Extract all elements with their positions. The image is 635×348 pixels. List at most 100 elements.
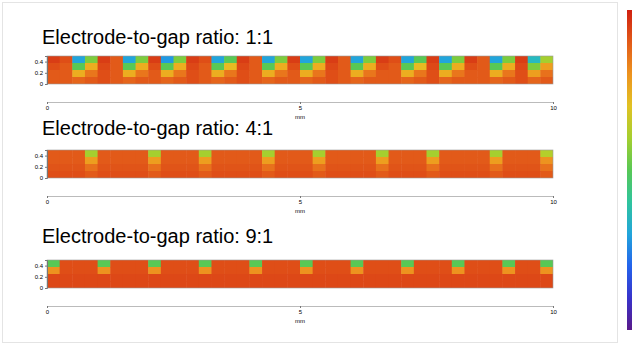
heatmap-cell	[224, 274, 237, 282]
heatmap-cell	[351, 63, 364, 71]
heatmap-cells	[47, 56, 553, 84]
heatmap-cell	[110, 63, 123, 71]
heatmap-cell	[477, 157, 490, 165]
heatmap-cell	[338, 260, 351, 268]
heatmap-cell	[249, 77, 262, 84]
heatmap-cell	[148, 274, 161, 282]
heatmap-cell	[186, 157, 199, 165]
heatmap-cell	[148, 150, 161, 158]
heatmap-cell	[540, 267, 553, 275]
heatmap-cell	[439, 281, 452, 288]
heatmap-cell	[237, 70, 250, 78]
heatmap-cell	[199, 164, 212, 172]
heatmap-cell	[161, 274, 174, 282]
heatmap-cell	[313, 281, 326, 288]
heatmap-cell	[313, 70, 326, 78]
heatmap-cell	[249, 63, 262, 71]
panel: Electrode-to-gap ratio: 9:100.20.40510mm	[35, 225, 558, 324]
heatmap-cell	[287, 267, 300, 275]
heatmap-cell	[85, 164, 98, 172]
heatmap-cell	[199, 150, 212, 158]
heatmap-cell	[262, 164, 275, 172]
heatmap-cell	[161, 56, 174, 64]
heatmap-cell	[452, 77, 465, 84]
heatmap-cell	[211, 70, 224, 78]
heatmap-cell	[47, 56, 60, 64]
heatmap-cell	[528, 171, 541, 178]
heatmap-cell	[136, 171, 149, 178]
heatmap-cell	[540, 77, 553, 84]
heatmap-cell	[186, 63, 199, 71]
y-tick-mark	[45, 167, 47, 168]
heatmap-cell	[211, 77, 224, 84]
heatmap-cell	[148, 63, 161, 71]
panel-title: Electrode-to-gap ratio: 1:1	[42, 26, 273, 48]
heatmap-cell	[47, 157, 60, 165]
heatmap-cell	[123, 150, 136, 158]
heatmap-cell	[414, 171, 427, 178]
heatmap-cell	[490, 63, 503, 71]
heatmap-cell	[300, 63, 313, 71]
heatmap-cell	[85, 171, 98, 178]
heatmap-cells	[47, 260, 553, 288]
color-bar	[627, 10, 632, 330]
y-tick: 0.4	[35, 263, 47, 269]
heatmap-cell	[376, 63, 389, 71]
x-tick-mark	[47, 306, 48, 308]
heatmap-cell	[148, 157, 161, 165]
y-tick: 0	[40, 285, 47, 291]
heatmap-cell	[47, 77, 60, 84]
heatmap-cell	[414, 150, 427, 158]
heatmap-cell	[60, 56, 73, 64]
heatmap-cell	[338, 70, 351, 78]
heatmap-cell	[401, 157, 414, 165]
heatmap-cell	[528, 274, 541, 282]
heatmap-cell	[110, 157, 123, 165]
heatmap-cell	[199, 274, 212, 282]
panel-title: Electrode-to-gap ratio: 4:1	[42, 117, 273, 139]
y-tick: 0.2	[35, 274, 47, 280]
heatmap-cell	[249, 164, 262, 172]
heatmap-cell	[199, 267, 212, 275]
heatmap-cell	[363, 281, 376, 288]
heatmap-cell	[515, 70, 528, 78]
x-tick-label: 5	[299, 309, 303, 315]
y-tick: 0.4	[35, 153, 47, 159]
heatmap-cell	[401, 274, 414, 282]
heatmap-cell	[439, 171, 452, 178]
heatmap-cell	[464, 281, 477, 288]
heatmap-cell	[161, 281, 174, 288]
y-axis-line	[45, 261, 48, 289]
heatmap-cell	[401, 56, 414, 64]
heatmap-cell	[351, 260, 364, 268]
y-tick-label: 0.2	[35, 164, 44, 170]
heatmap-cell	[477, 281, 490, 288]
heatmap-cell	[439, 77, 452, 84]
heatmap-cell	[414, 77, 427, 84]
heatmap-cell	[477, 150, 490, 158]
x-tick: 10	[550, 102, 557, 111]
y-tick-label: 0	[40, 285, 44, 291]
heatmap-cell	[287, 281, 300, 288]
heatmap-cell	[174, 77, 187, 84]
heatmap-cell	[502, 171, 515, 178]
heatmap-cell	[136, 150, 149, 158]
heatmap-cell	[47, 267, 60, 275]
heatmap-cell	[313, 77, 326, 84]
heatmap-cell	[439, 70, 452, 78]
plot-frame	[47, 260, 553, 288]
heatmap-cell	[363, 260, 376, 268]
heatmap-cell	[85, 267, 98, 275]
heatmap-cell	[452, 150, 465, 158]
heatmap-cell	[464, 267, 477, 275]
heatmap-cell	[174, 56, 187, 64]
heatmap-cell	[401, 171, 414, 178]
heatmap-cell	[161, 267, 174, 275]
heatmap-cell	[300, 260, 313, 268]
heatmap-cell	[325, 281, 338, 288]
heatmap-cell	[389, 281, 402, 288]
heatmap-cell	[148, 260, 161, 268]
heatmap-cell	[72, 267, 85, 275]
heatmap-cell	[72, 150, 85, 158]
heatmap-cell	[110, 70, 123, 78]
